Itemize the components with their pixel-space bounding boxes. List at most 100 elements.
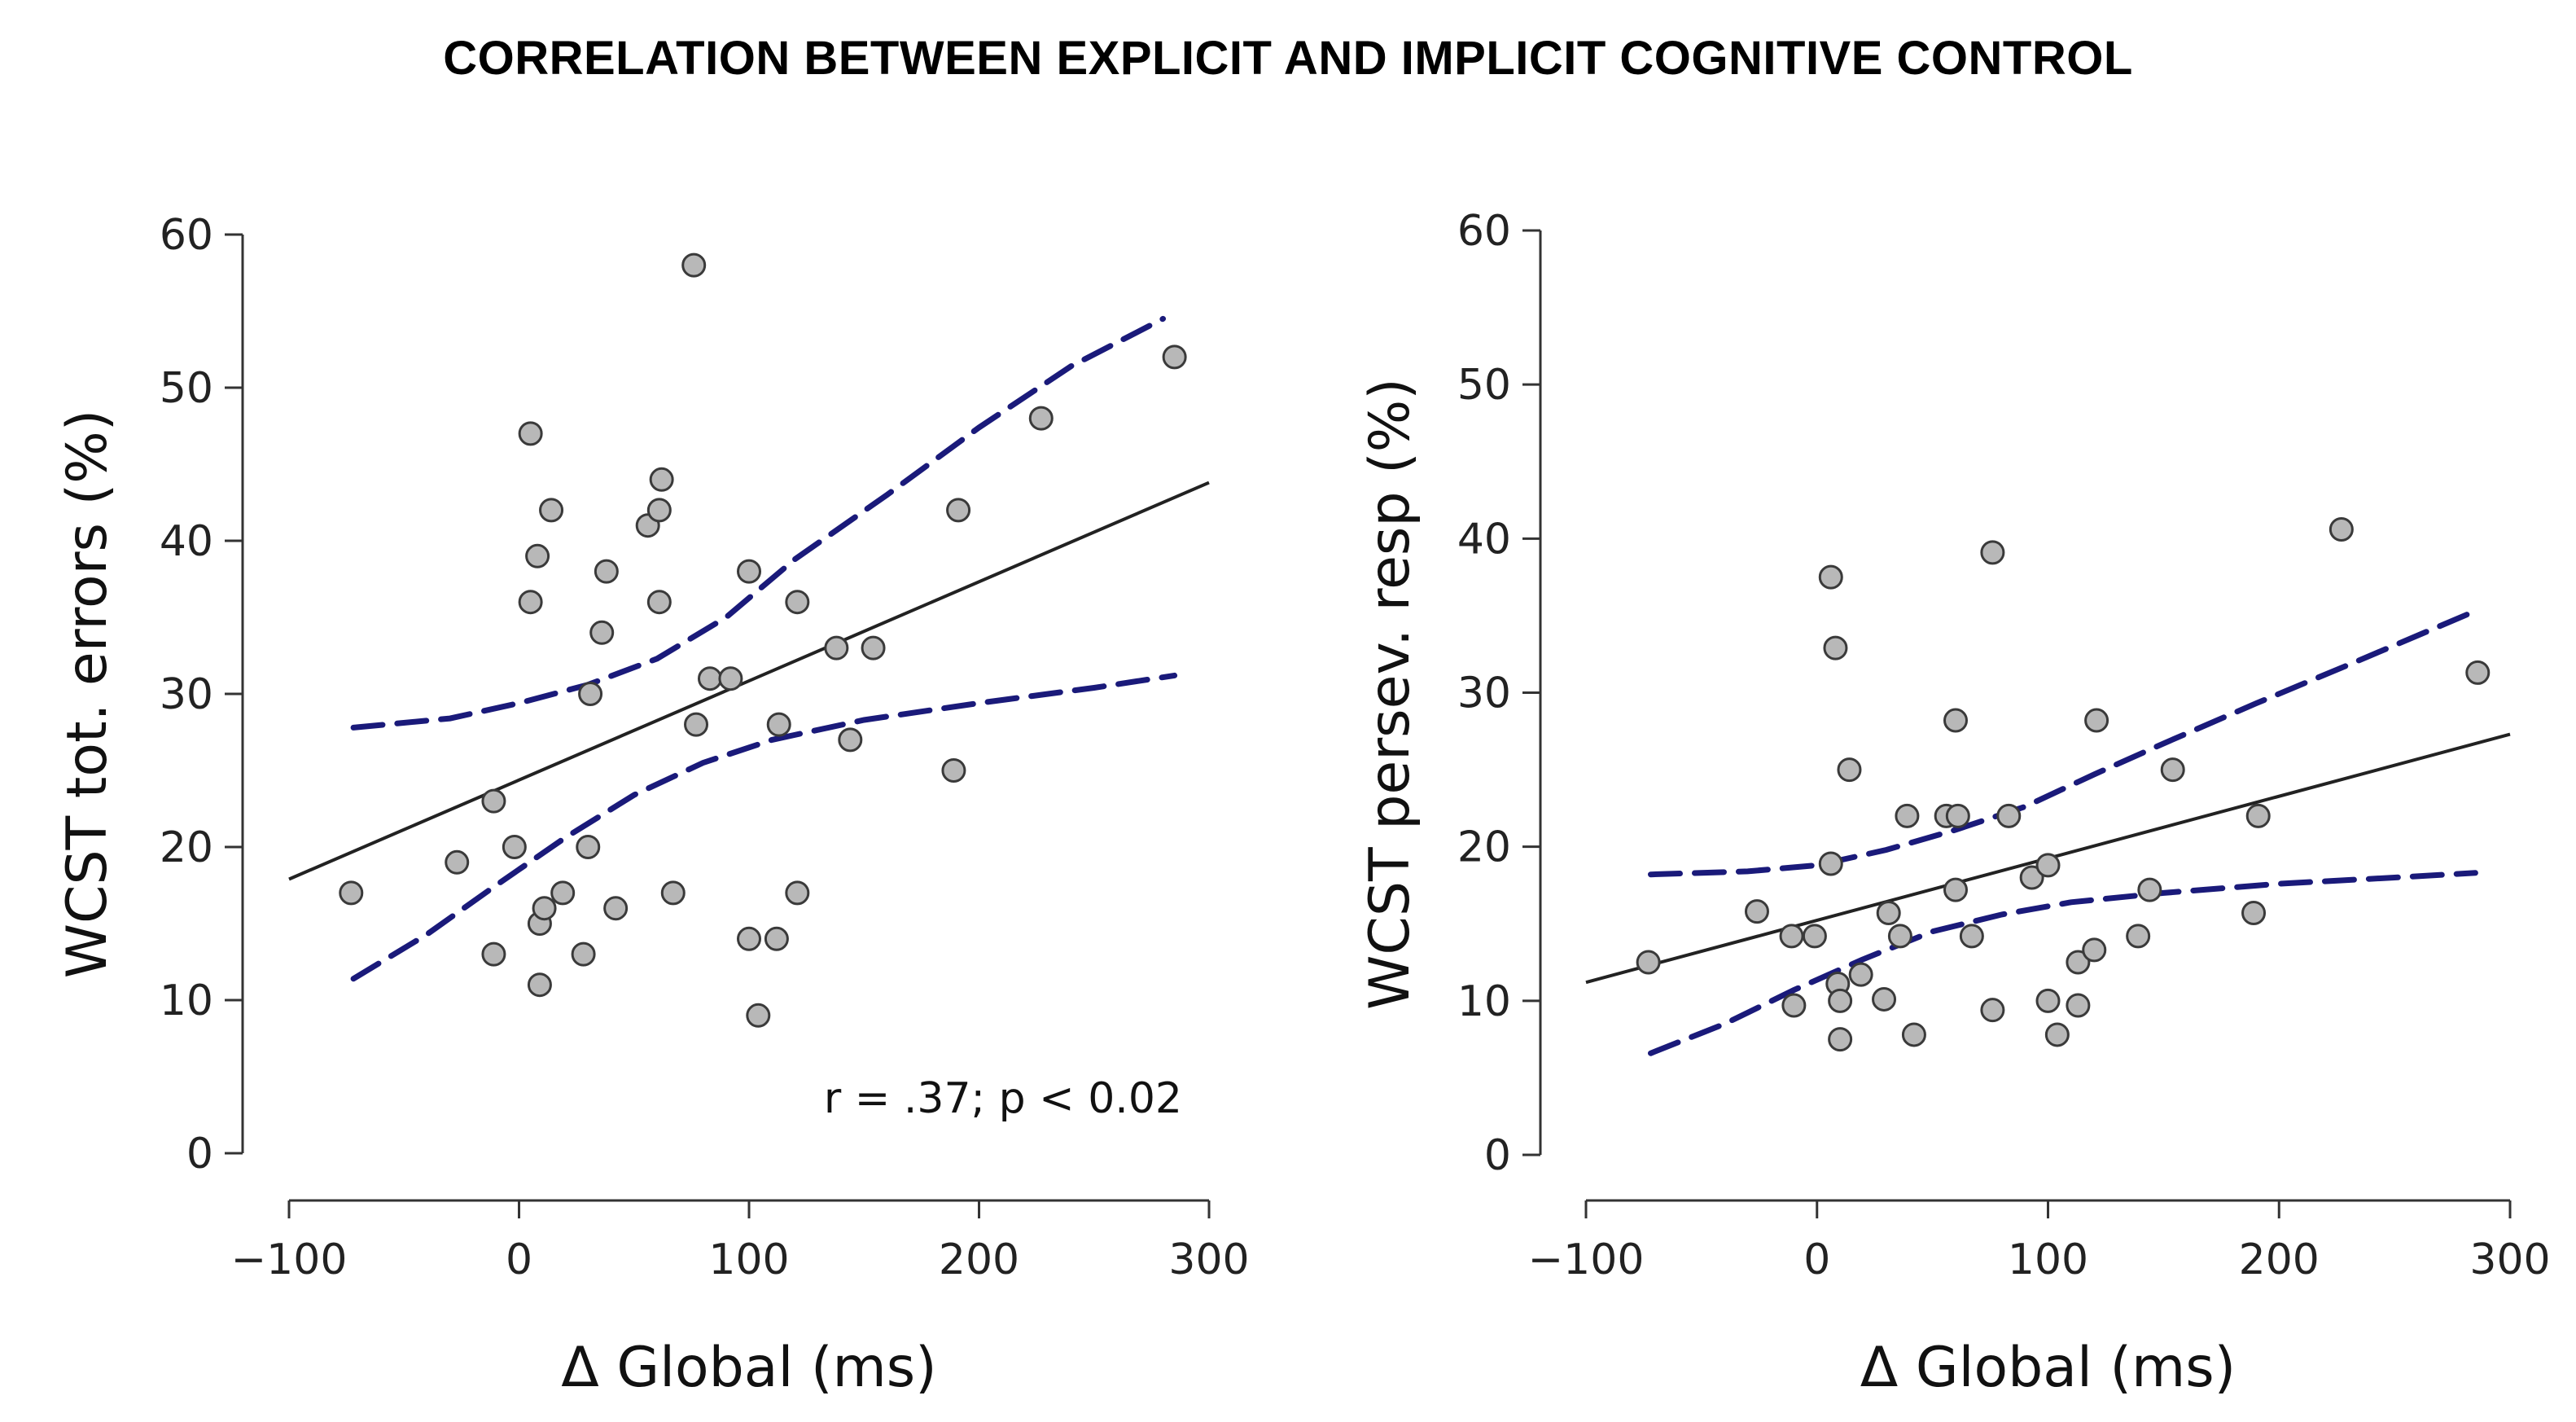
y-tick-label: 20 bbox=[160, 823, 213, 872]
data-point bbox=[502, 835, 527, 859]
data-point bbox=[527, 972, 552, 998]
x-tick-label: 0 bbox=[506, 1235, 532, 1284]
data-point bbox=[1943, 877, 1968, 902]
data-point bbox=[941, 758, 966, 783]
y-tick-label: 30 bbox=[1457, 669, 1511, 718]
data-point bbox=[1980, 998, 2005, 1023]
y-axis-label: WCST persev. resp (%) bbox=[1358, 378, 1422, 1010]
data-point bbox=[589, 620, 615, 645]
ci-upper-line bbox=[1648, 608, 2478, 878]
data-point bbox=[1828, 1027, 1853, 1052]
data-point bbox=[1028, 406, 1054, 431]
y-axis-label: WCST tot. errors (%) bbox=[55, 410, 120, 979]
data-point bbox=[2465, 660, 2491, 685]
data-point bbox=[603, 896, 629, 921]
y-tick-label: 60 bbox=[1457, 207, 1511, 256]
data-point bbox=[525, 543, 550, 568]
data-point bbox=[1959, 924, 1984, 949]
data-point bbox=[1779, 924, 1804, 949]
data-point bbox=[2126, 924, 2151, 949]
data-point bbox=[684, 712, 709, 737]
x-tick-label: 300 bbox=[1168, 1235, 1249, 1284]
data-point bbox=[737, 926, 761, 951]
data-point bbox=[1162, 345, 1187, 370]
data-point bbox=[1887, 924, 1912, 949]
data-point bbox=[2035, 853, 2061, 878]
data-point bbox=[1996, 803, 2022, 828]
data-point bbox=[1818, 851, 1843, 876]
data-point bbox=[764, 926, 789, 951]
data-point bbox=[2035, 988, 2061, 1013]
data-point bbox=[1837, 757, 1862, 783]
y-tick-label: 0 bbox=[186, 1130, 213, 1178]
data-point bbox=[1943, 708, 1968, 733]
data-point bbox=[838, 727, 863, 753]
data-point bbox=[824, 635, 849, 661]
data-point bbox=[766, 712, 791, 737]
data-point bbox=[518, 590, 543, 615]
x-tick-label: 0 bbox=[1803, 1235, 1830, 1284]
data-point bbox=[1802, 924, 1827, 949]
data-point bbox=[1876, 901, 1901, 926]
data-point bbox=[746, 1003, 771, 1028]
data-point bbox=[2084, 708, 2109, 733]
x-tick-label: 200 bbox=[2239, 1235, 2320, 1284]
y-tick-label: 20 bbox=[1457, 823, 1511, 872]
data-point bbox=[1872, 986, 1897, 1012]
data-point bbox=[1636, 950, 1661, 975]
data-point bbox=[1895, 803, 1920, 828]
data-point bbox=[2241, 901, 2267, 926]
data-point bbox=[518, 421, 543, 446]
y-tick-label: 0 bbox=[1484, 1131, 1511, 1180]
data-point bbox=[594, 559, 619, 584]
data-point bbox=[1823, 635, 1848, 661]
data-point bbox=[649, 467, 674, 492]
data-point bbox=[946, 498, 971, 523]
x-tick-label: −100 bbox=[231, 1235, 348, 1284]
x-tick-label: 200 bbox=[939, 1235, 1019, 1284]
data-point bbox=[481, 788, 506, 814]
y-tick-label: 60 bbox=[160, 211, 213, 260]
x-axis-label: Δ Global (ms) bbox=[561, 1336, 936, 1400]
data-point bbox=[2082, 937, 2107, 963]
data-point bbox=[2019, 865, 2044, 890]
panel-perseverative-responses: 0 10 20 30 40 50 60 −100 0 100 200 300 Δ Global (ms)… bbox=[1358, 207, 2551, 1400]
ci-lower-line bbox=[350, 672, 1178, 982]
y-tick-label: 50 bbox=[1457, 361, 1511, 410]
chart-title: CORRELATION BETWEEN EXPLICIT AND IMPLICI… bbox=[443, 32, 2133, 85]
data-point bbox=[445, 849, 470, 875]
data-point bbox=[2066, 993, 2091, 1018]
data-point bbox=[2328, 516, 2354, 542]
correlation-annotation: r = .37; p < 0.02 bbox=[824, 1074, 1182, 1123]
data-point bbox=[785, 880, 810, 906]
data-point bbox=[578, 682, 603, 706]
data-point bbox=[1848, 962, 1873, 987]
data-point bbox=[576, 835, 601, 859]
data-point bbox=[481, 941, 506, 967]
data-point bbox=[550, 880, 576, 906]
x-tick-label: −100 bbox=[1528, 1235, 1645, 1284]
y-tick-label: 40 bbox=[160, 517, 213, 566]
data-point bbox=[681, 252, 707, 278]
data-point bbox=[1744, 899, 1769, 924]
data-point bbox=[646, 590, 672, 615]
data-point bbox=[532, 896, 557, 921]
data-point bbox=[737, 559, 761, 584]
x-tick-label: 100 bbox=[2008, 1235, 2088, 1284]
y-tick-label: 30 bbox=[160, 670, 213, 719]
data-point bbox=[660, 880, 686, 906]
data-point bbox=[646, 498, 672, 523]
data-point bbox=[2044, 1022, 2070, 1047]
data-point bbox=[1828, 988, 1853, 1013]
data-point bbox=[1818, 564, 1843, 590]
ci-lower-line bbox=[1648, 870, 2478, 1056]
x-tick-label: 300 bbox=[2469, 1235, 2550, 1284]
data-point bbox=[1781, 993, 1807, 1018]
data-point bbox=[697, 666, 722, 691]
data-point bbox=[1980, 540, 2005, 565]
data-point bbox=[571, 941, 596, 967]
data-point bbox=[2066, 950, 2091, 975]
y-tick-label: 50 bbox=[160, 364, 213, 413]
y-tick-label: 10 bbox=[160, 977, 213, 1025]
data-point bbox=[861, 635, 886, 661]
